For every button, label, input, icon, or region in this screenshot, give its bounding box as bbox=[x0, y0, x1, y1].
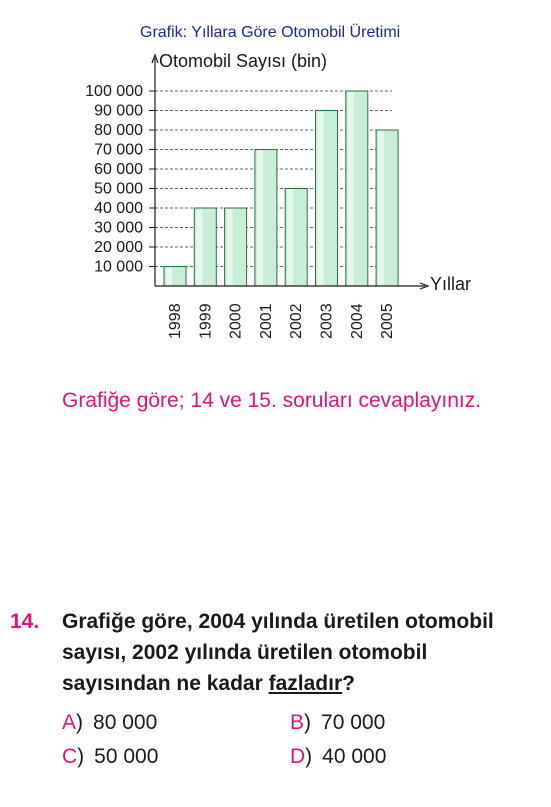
y-tick-label: 50 000 bbox=[94, 181, 143, 198]
y-tick-label: 30 000 bbox=[94, 220, 143, 237]
x-tick-label: 1999 bbox=[197, 303, 214, 339]
bar-highlight bbox=[256, 150, 263, 285]
y-axis-label: Otomobil Sayısı (bin) bbox=[159, 51, 327, 71]
y-tick-label: 80 000 bbox=[94, 122, 143, 139]
y-axis-arrow bbox=[151, 53, 159, 64]
question-underlined-word: fazladır bbox=[268, 672, 343, 695]
option-b-value: 70 000 bbox=[321, 711, 386, 734]
option-a[interactable]: A) 80 000 bbox=[62, 711, 157, 735]
option-d-value: 40 000 bbox=[322, 745, 387, 768]
option-c-value: 50 000 bbox=[94, 745, 159, 768]
option-c-letter: C bbox=[62, 745, 78, 768]
x-tick-label: 2005 bbox=[379, 303, 396, 339]
question-mark: ? bbox=[342, 672, 355, 695]
option-a-value: 80 000 bbox=[93, 711, 158, 734]
x-tick-label: 2004 bbox=[349, 303, 366, 339]
y-tick-label: 40 000 bbox=[94, 200, 143, 217]
y-tick-label: 60 000 bbox=[94, 161, 143, 178]
option-c-paren: ) bbox=[77, 745, 85, 768]
question-number: 14. bbox=[10, 610, 40, 633]
option-c[interactable]: C) 50 000 bbox=[62, 745, 158, 769]
bar-highlight bbox=[226, 209, 233, 285]
option-d[interactable]: D) 40 000 bbox=[290, 745, 386, 769]
y-tick-label: 20 000 bbox=[94, 239, 143, 256]
bar-highlight bbox=[196, 209, 203, 285]
option-b-letter: B bbox=[290, 711, 305, 734]
chart-title: Grafik: Yıllara Göre Otomobil Üretimi bbox=[140, 23, 400, 41]
option-a-paren: ) bbox=[76, 711, 84, 734]
y-tick-label: 100 000 bbox=[85, 83, 143, 100]
bar-highlight bbox=[317, 111, 324, 285]
x-axis-arrow bbox=[419, 282, 430, 290]
y-tick-label: 10 000 bbox=[94, 259, 143, 276]
instruction-text: Grafiğe göre; 14 ve 15. soruları cevapla… bbox=[62, 389, 482, 412]
x-axis-label: Yıllar bbox=[430, 274, 471, 294]
option-b[interactable]: B) 70 000 bbox=[290, 711, 385, 735]
question-text-main: Grafiğe göre, 2004 yılında üretilen otom… bbox=[62, 610, 494, 695]
bar-highlight bbox=[347, 92, 354, 285]
x-tick-label: 2002 bbox=[288, 303, 305, 339]
option-d-paren: ) bbox=[305, 745, 313, 768]
option-b-paren: ) bbox=[304, 711, 312, 734]
option-d-letter: D bbox=[290, 745, 306, 768]
bar-highlight bbox=[166, 267, 172, 285]
bar-highlight bbox=[378, 131, 385, 285]
x-tick-label: 2001 bbox=[258, 303, 275, 339]
x-tick-label: 1998 bbox=[167, 303, 184, 339]
option-a-letter: A bbox=[62, 711, 77, 734]
x-tick-label: 2003 bbox=[319, 303, 336, 339]
y-tick-label: 90 000 bbox=[94, 103, 143, 120]
bar-highlight bbox=[287, 189, 294, 285]
x-tick-label: 2000 bbox=[228, 303, 245, 339]
y-tick-label: 70 000 bbox=[94, 142, 143, 159]
question-text: Grafiğe göre, 2004 yılında üretilen otom… bbox=[62, 606, 534, 699]
bar-chart: Grafik: Yıllara Göre Otomobil Üretimi Oto… bbox=[85, 23, 471, 339]
